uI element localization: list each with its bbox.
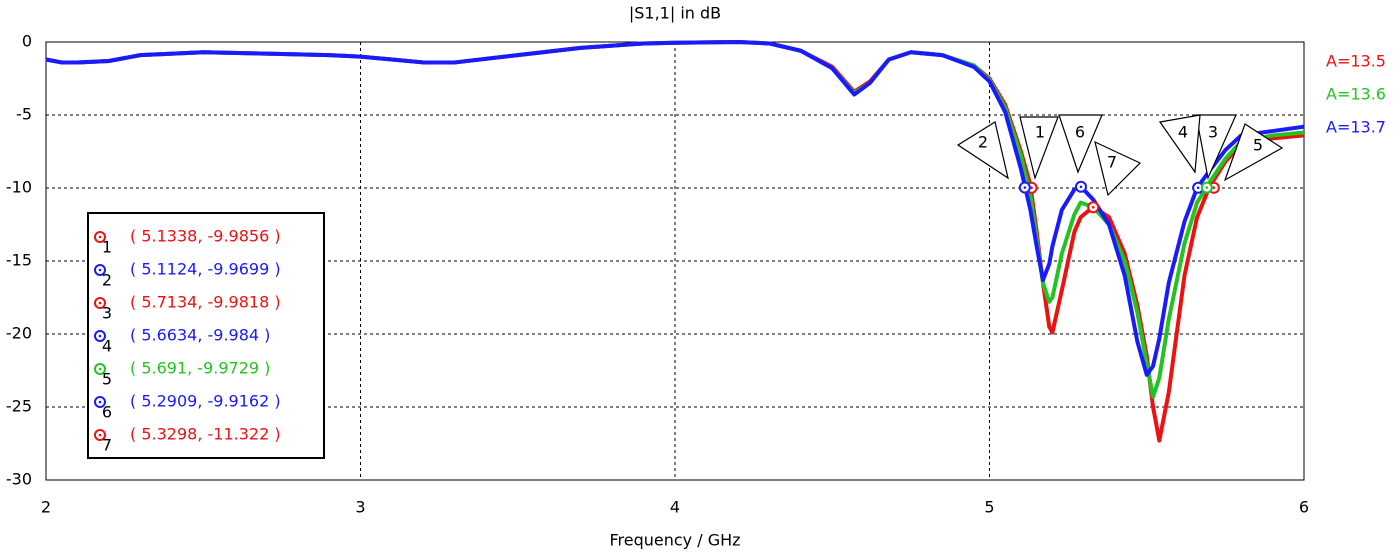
legend-marker-name: 6 (102, 403, 112, 422)
legend-marker-name: 5 (102, 370, 112, 389)
marker-dot (1079, 185, 1083, 189)
legend-marker-name: 7 (102, 436, 112, 455)
marker-callout-label: 6 (1075, 123, 1085, 142)
legend-marker-dot (98, 268, 102, 272)
legend-label: A=13.7 (1326, 118, 1386, 137)
marker-callout (1094, 140, 1142, 197)
marker-callout (1019, 116, 1059, 181)
marker-dot (1091, 206, 1095, 209)
y-tick-label: -10 (6, 178, 32, 197)
marker-dot (1212, 186, 1216, 190)
marker-callout (1158, 114, 1201, 174)
chart-title: |S1,1| in dB (629, 4, 721, 23)
legend-marker-dot (98, 400, 102, 404)
legend-label: A=13.5 (1326, 52, 1386, 71)
marker-callout-label: 4 (1178, 123, 1188, 142)
marker-callout (1195, 114, 1237, 180)
legend-marker-value: ( 5.1338, -9.9856 ) (130, 227, 281, 246)
legend-marker-name: 1 (102, 238, 112, 257)
marker-callout (956, 121, 1009, 180)
legend-label: A=13.6 (1326, 85, 1386, 104)
series-line (45, 40, 1305, 377)
y-tick-label: 0 (22, 32, 32, 51)
marker-callout-label: 5 (1253, 136, 1263, 155)
y-tick-label: -30 (6, 470, 32, 489)
legend-marker-dot (98, 433, 102, 437)
annotations: 1 2 3 4 5 6 7 (956, 114, 1284, 214)
legend-marker-value: ( 5.691, -9.9729 ) (130, 359, 270, 378)
marker-dot (1205, 186, 1209, 189)
marker-legend-entries: 1 ( 5.1338, -9.9856 ) 2 ( 5.1124, -9.9699 )… (94, 227, 281, 455)
lines (45, 40, 1305, 443)
legend-marker-dot (98, 367, 102, 371)
legend-marker-dot (98, 235, 102, 239)
y-tick-label: -5 (16, 105, 32, 124)
legend-marker-value: ( 5.2909, -9.9162 ) (130, 392, 281, 411)
marker-callout (1058, 114, 1103, 174)
legend-marker-name: 2 (102, 271, 112, 290)
legend-marker-dot (98, 301, 102, 305)
marker-dot (1030, 186, 1033, 190)
marker-callout-label: 2 (978, 133, 988, 152)
legend-marker-dot (98, 334, 102, 338)
marker-callout-label: 3 (1208, 123, 1218, 142)
marker-dot (1196, 186, 1200, 190)
x-tick-label: 4 (670, 498, 680, 517)
legend-marker-value: ( 5.6634, -9.984 ) (130, 326, 270, 345)
x-tick-label: 2 (41, 498, 51, 517)
marker-legend (87, 212, 325, 459)
y-tick-label: -20 (6, 324, 32, 343)
x-tick-label: 6 (1299, 498, 1309, 517)
x-tick-label: 5 (984, 498, 994, 517)
legend-marker-name: 3 (102, 304, 112, 323)
x-tick-label: 3 (355, 498, 365, 517)
legend-marker-value: ( 5.1124, -9.9699 ) (130, 260, 281, 279)
y-tick-label: -25 (6, 397, 32, 416)
marker-dot (1023, 186, 1027, 189)
y-tick-label: -15 (6, 251, 32, 270)
legend-marker-value: ( 5.3298, -11.322 ) (130, 425, 281, 444)
marker-callout-label: 1 (1035, 123, 1045, 142)
legend-marker-value: ( 5.7134, -9.9818 ) (130, 293, 281, 312)
legend-marker-name: 4 (102, 337, 112, 356)
marker-callout-label: 7 (1107, 153, 1117, 172)
marker-callout (1223, 123, 1284, 182)
x-axis-label: Frequency / GHz (609, 531, 740, 550)
